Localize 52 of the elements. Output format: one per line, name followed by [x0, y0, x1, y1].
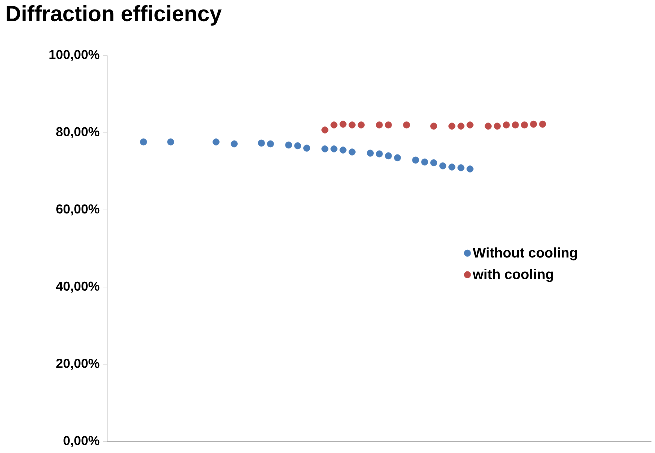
y-tick-label: 40,00% — [56, 282, 100, 293]
legend-label: Without cooling — [472, 248, 578, 261]
point — [421, 158, 428, 166]
point — [322, 146, 329, 153]
point — [340, 121, 347, 128]
y-tick-label: 80,00% — [56, 128, 100, 139]
y-tick-label: 100,00% — [50, 50, 100, 62]
point — [448, 164, 456, 171]
point — [322, 126, 329, 134]
point — [458, 123, 465, 130]
point — [294, 142, 302, 150]
point — [376, 150, 384, 158]
point — [304, 145, 310, 152]
point — [385, 122, 392, 129]
point — [430, 160, 438, 167]
point — [448, 123, 456, 130]
point — [430, 123, 438, 130]
point — [258, 140, 266, 147]
point — [267, 140, 274, 148]
point — [494, 123, 501, 130]
point — [394, 154, 402, 162]
point — [466, 122, 474, 129]
point — [230, 140, 238, 148]
point — [376, 122, 384, 129]
point — [484, 123, 492, 130]
point — [330, 122, 338, 129]
point — [348, 148, 356, 156]
point — [458, 164, 465, 172]
point — [412, 156, 420, 164]
legend-label: with cooling — [472, 269, 554, 282]
point — [466, 166, 474, 173]
point — [512, 122, 520, 129]
point — [385, 152, 392, 160]
point — [358, 122, 365, 129]
point — [330, 146, 338, 153]
point — [539, 121, 546, 128]
point — [440, 162, 447, 170]
point — [367, 150, 374, 158]
y-tick-label: 60,00% — [56, 204, 100, 216]
point — [212, 138, 220, 146]
point — [285, 142, 292, 149]
y-tick-label: 0,00% — [64, 436, 100, 448]
point — [521, 122, 528, 129]
point — [530, 121, 538, 128]
point — [403, 122, 410, 129]
chart-title: Diffraction efficiency — [6, 6, 222, 26]
point — [340, 146, 347, 154]
point — [140, 138, 148, 146]
point — [167, 138, 174, 146]
y-tick-label: 20,00% — [56, 359, 100, 370]
point — [348, 122, 356, 129]
point — [503, 122, 510, 129]
